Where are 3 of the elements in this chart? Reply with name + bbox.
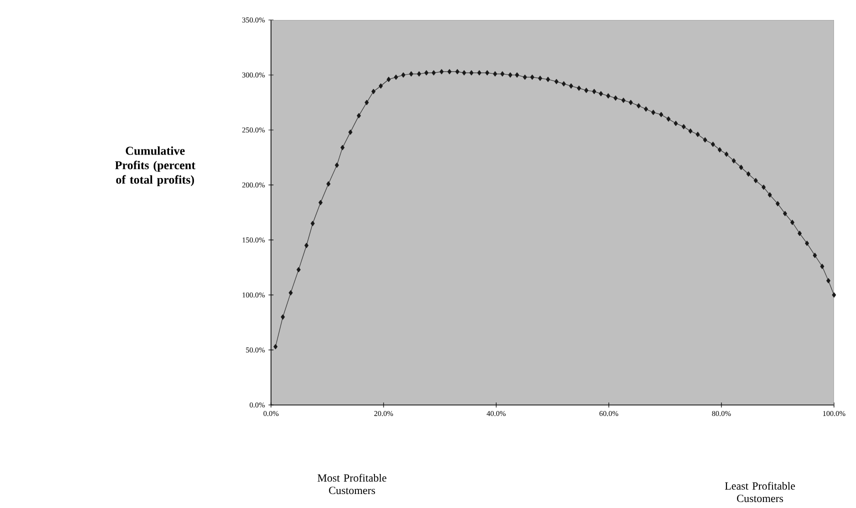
text: Least Profitable Customers [725, 482, 795, 502]
text: Most Profitable Customers [318, 474, 386, 494]
y-axis-title: Cumulative Profits (percent of total profits) [115, 146, 196, 186]
